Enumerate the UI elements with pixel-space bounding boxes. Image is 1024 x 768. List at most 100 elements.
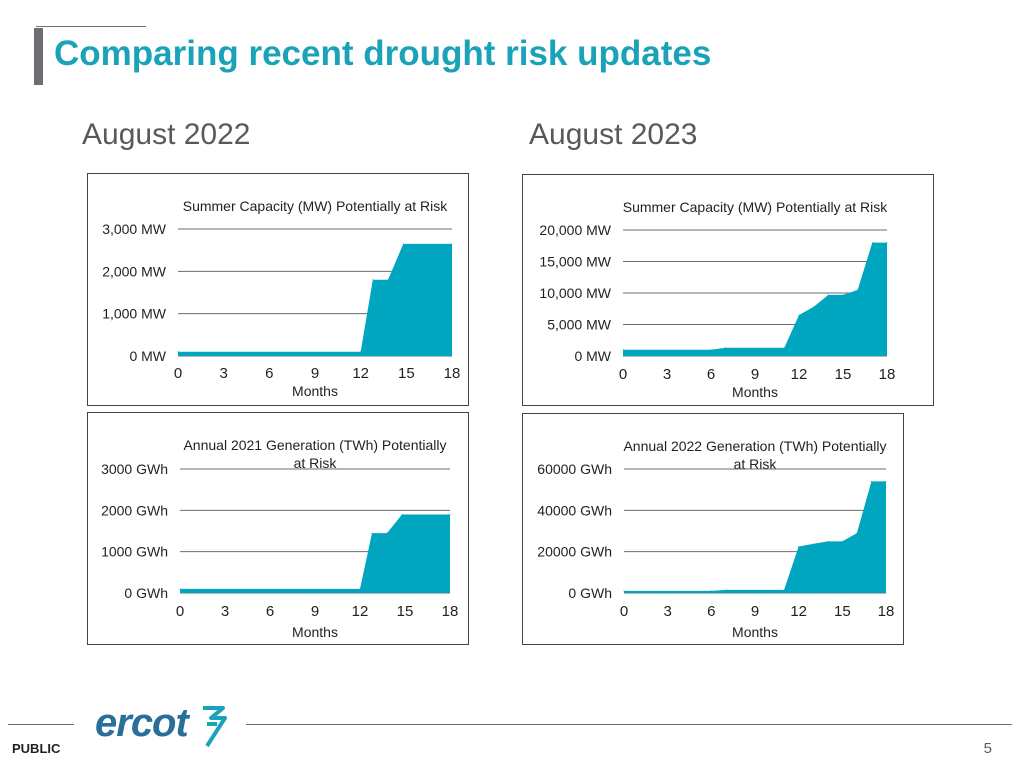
data-point [725,347,727,349]
x-tick-label: 9 [311,603,319,620]
data-point [812,543,814,545]
title-rule [36,26,146,27]
x-tick-label: 12 [790,603,807,620]
x-tick-label: 15 [835,366,852,383]
x-axis-label: Months [732,384,778,400]
chart-title: Annual 2021 Generation (TWh) Potentially [183,437,446,453]
x-tick-label: 18 [879,366,896,383]
area-series [624,481,886,593]
ercot-lightning-mark [203,706,227,748]
chart-title: Summer Capacity (MW) Potentially at Risk [623,199,889,215]
x-tick-label: 9 [311,365,319,382]
classification-label: PUBLIC [12,741,61,756]
x-tick-label: 15 [397,603,414,620]
data-point [827,294,829,296]
y-tick-label: 2,000 MW [102,263,167,279]
x-tick-label: 12 [352,365,369,382]
x-tick-label: 18 [878,603,895,620]
y-tick-label: 0 MW [129,348,166,364]
data-point [783,589,785,591]
x-tick-label: 18 [444,365,461,382]
x-axis-label: Months [292,624,338,640]
data-point [451,243,453,245]
chart-generation-2022: Annual 2021 Generation (TWh) Potentially… [87,412,469,645]
x-tick-label: 9 [751,366,759,383]
svg-text:ercot: ercot [95,701,190,745]
data-point [402,243,404,245]
footer-rule-right [246,724,1012,725]
data-point [725,589,727,591]
area-series [180,514,450,593]
data-point [857,289,859,291]
chart-generation-2023: Annual 2022 Generation (TWh) Potentially… [522,413,904,645]
right-column-heading: August 2023 [529,118,698,151]
page-number: 5 [983,740,992,757]
y-tick-label: 20000 GWh [537,544,612,560]
x-tick-label: 6 [265,365,273,382]
y-tick-label: 3,000 MW [102,221,167,237]
x-tick-label: 12 [791,366,808,383]
y-tick-label: 3000 GWh [101,461,168,477]
chart-title: at Risk [734,456,778,472]
chart-capacity-2023: Summer Capacity (MW) Potentially at Risk… [522,174,934,406]
chart-generation-2023-svg: Annual 2022 Generation (TWh) Potentially… [537,438,895,640]
y-tick-label: 0 GWh [568,585,612,601]
x-tick-label: 9 [751,603,759,620]
chart-title: at Risk [294,455,338,471]
x-tick-label: 15 [398,365,415,382]
x-tick-label: 15 [834,603,851,620]
data-point [871,242,873,244]
data-point [813,306,815,308]
data-point [886,242,888,244]
y-tick-label: 10,000 MW [539,285,611,301]
data-point [856,532,858,534]
data-point [623,590,625,592]
data-point [371,532,373,534]
chart-capacity-2023-svg: Summer Capacity (MW) Potentially at Risk… [539,199,896,400]
x-tick-label: 3 [221,603,229,620]
x-tick-label: 0 [620,603,628,620]
data-point [783,347,785,349]
x-tick-label: 18 [442,603,459,620]
data-point [386,532,388,534]
x-tick-label: 3 [663,366,671,383]
x-axis-label: Months [292,383,338,399]
data-point [885,480,887,482]
chart-generation-2022-svg: Annual 2021 Generation (TWh) Potentially… [101,437,459,640]
ercot-logo: ercot [95,701,227,748]
y-tick-label: 0 GWh [124,585,168,601]
data-point [798,314,800,316]
data-point [710,349,712,351]
y-tick-label: 1000 GWh [101,544,168,560]
data-point [372,279,374,281]
data-point [798,546,800,547]
data-point [401,513,403,515]
data-point [710,590,712,592]
data-point [387,279,389,281]
y-tick-label: 60000 GWh [537,461,612,477]
chart-title: Summer Capacity (MW) Potentially at Risk [183,198,449,214]
y-tick-label: 1,000 MW [102,306,167,322]
y-tick-label: 0 MW [574,348,611,364]
y-tick-label: 15,000 MW [539,254,611,270]
y-tick-label: 2000 GWh [101,502,168,518]
data-point [360,351,362,353]
x-tick-label: 0 [619,366,627,383]
y-tick-label: 20,000 MW [539,222,611,238]
data-point [842,294,844,296]
x-axis-label: Months [732,624,778,640]
x-tick-label: 3 [663,603,671,620]
title-accent-bar [34,28,43,85]
x-tick-label: 0 [174,365,182,382]
footer-rule-left [8,724,74,725]
data-point [841,540,843,542]
data-point [177,351,179,353]
data-point [359,588,361,590]
data-point [870,480,872,482]
area-series [178,243,452,356]
data-point [179,588,181,590]
x-tick-label: 6 [707,366,715,383]
chart-title: Annual 2022 Generation (TWh) Potentially [623,438,886,454]
y-tick-label: 40000 GWh [537,502,612,518]
data-point [449,513,451,515]
